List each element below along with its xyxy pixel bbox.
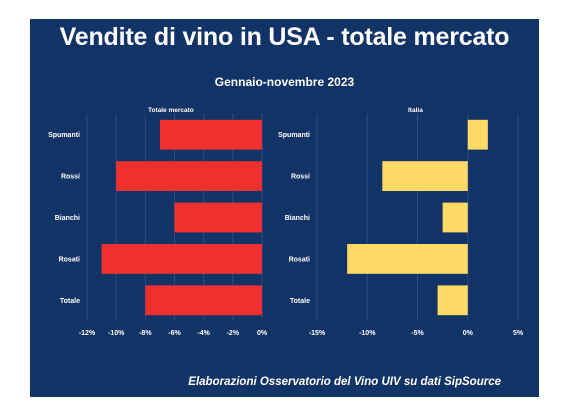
x-tick-label-totale: -10% <box>108 330 125 337</box>
x-tick-label-totale: -12% <box>79 330 96 337</box>
category-label-italia: Spumanti <box>278 132 310 139</box>
category-label-totale: Bianchi <box>55 215 80 222</box>
bar-totale-rossi <box>116 161 263 192</box>
bar-totale-bianchi <box>174 202 262 233</box>
chart-subtitle: Gennaio-novembre 2023 <box>214 75 355 89</box>
source-footer: Elaborazioni Osservatorio del Vino UIV s… <box>188 376 501 388</box>
x-tick-label-italia: 5% <box>513 330 524 337</box>
bar-totale-rosati <box>101 243 262 274</box>
x-tick-label-italia: -10% <box>359 330 376 337</box>
category-label-italia: Bianchi <box>285 215 310 222</box>
chart-panel: Vendite di vino in USA - totale mercato … <box>30 19 539 397</box>
x-tick-label-totale: -8% <box>139 330 152 337</box>
chart-title: Vendite di vino in USA - totale mercato <box>59 23 510 51</box>
panel-title-italia: Italia <box>408 107 423 114</box>
x-tick-label-totale: -2% <box>227 330 240 337</box>
x-tick-label-italia: -5% <box>411 330 424 337</box>
x-tick-label-totale: 0% <box>257 330 268 337</box>
category-label-totale: Rossi <box>61 174 80 181</box>
category-label-totale: Rosati <box>59 256 80 263</box>
bar-italia-rossi <box>382 161 468 192</box>
charts-svg: Totale mercato -12% -10% -8% -6% -4% -2% 0% Spum… <box>48 107 524 337</box>
x-tick-label-italia: 0% <box>463 330 474 337</box>
panel-title-totale: Totale mercato <box>148 107 194 114</box>
bar-italia-rosati <box>347 243 468 274</box>
x-tick-label-totale: -4% <box>197 330 210 337</box>
bar-totale-spumanti <box>159 119 262 150</box>
category-label-italia: Rosati <box>289 256 310 263</box>
bar-italia-bianchi <box>442 202 468 233</box>
category-label-totale: Spumanti <box>48 132 80 139</box>
bar-italia-totale <box>437 285 468 316</box>
bar-italia-spumanti <box>467 119 488 150</box>
bar-totale-totale <box>145 285 262 316</box>
category-label-totale: Totale <box>60 298 80 305</box>
category-label-italia: Totale <box>290 298 310 305</box>
x-tick-label-totale: -6% <box>168 330 181 337</box>
x-tick-label-italia: -15% <box>309 330 326 337</box>
category-label-italia: Rossi <box>291 174 310 181</box>
